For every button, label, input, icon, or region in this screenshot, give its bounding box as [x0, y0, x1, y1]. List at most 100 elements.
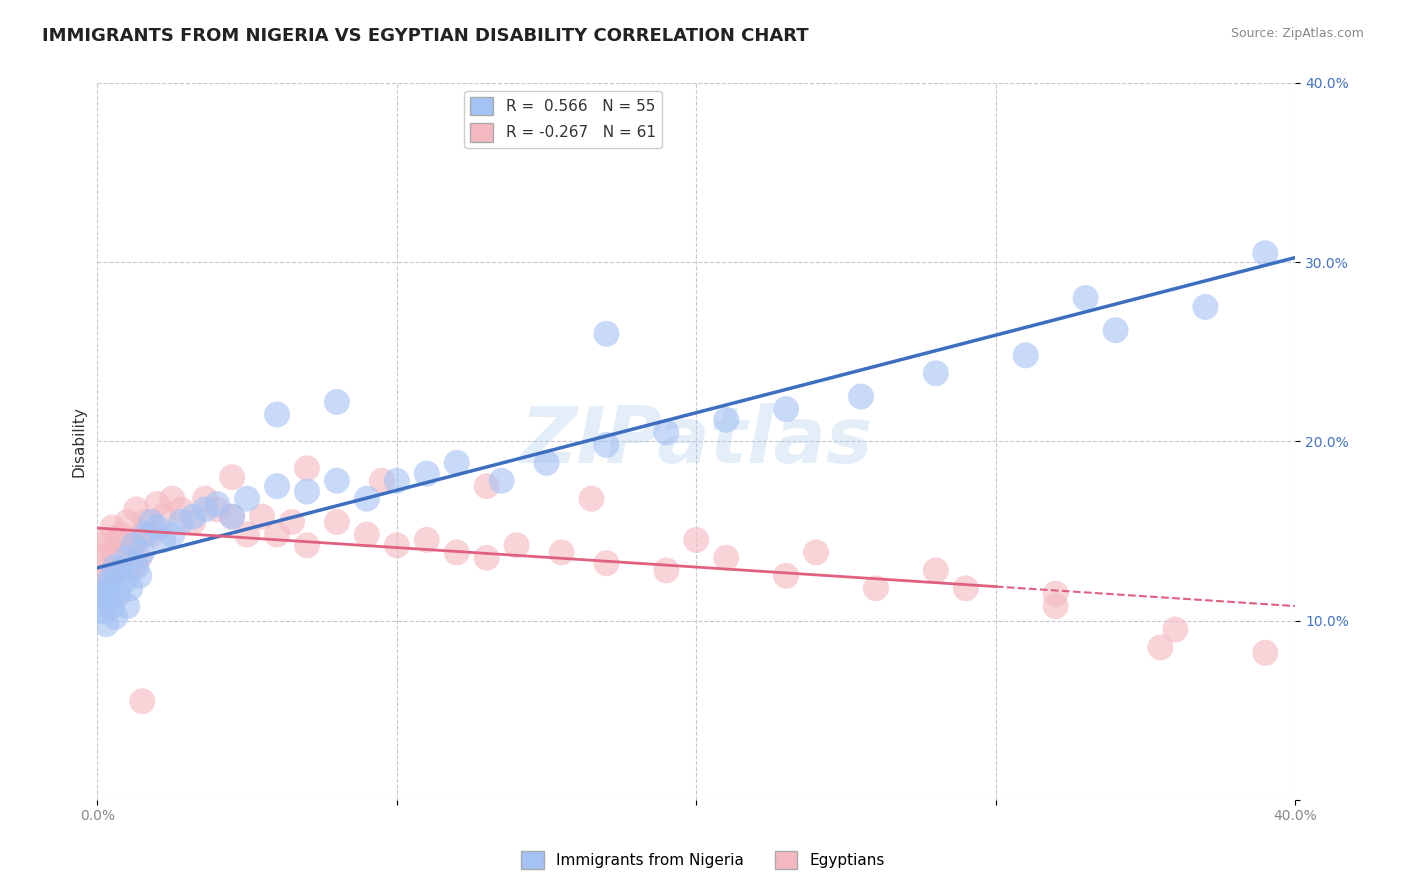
Point	[1254, 246, 1277, 260]
Point	[101, 545, 124, 559]
Point	[89, 596, 111, 610]
Point	[1254, 646, 1277, 660]
Point	[1104, 323, 1126, 337]
Point	[110, 563, 132, 577]
Point	[117, 599, 139, 614]
Point	[475, 479, 498, 493]
Point	[181, 515, 204, 529]
Point	[326, 395, 349, 409]
Point	[152, 509, 174, 524]
Point	[236, 491, 259, 506]
Point	[104, 563, 127, 577]
Point	[131, 527, 153, 541]
Point	[266, 408, 288, 422]
Point	[96, 617, 118, 632]
Point	[716, 413, 738, 427]
Point	[595, 326, 617, 341]
Point	[685, 533, 707, 547]
Point	[205, 502, 228, 516]
Point	[112, 574, 135, 588]
Point	[281, 515, 304, 529]
Point	[194, 491, 217, 506]
Point	[91, 605, 114, 619]
Point	[595, 438, 617, 452]
Point	[101, 568, 124, 582]
Point	[134, 515, 156, 529]
Point	[581, 491, 603, 506]
Point	[804, 545, 827, 559]
Point	[385, 474, 408, 488]
Point	[356, 491, 378, 506]
Point	[925, 563, 948, 577]
Point	[295, 484, 318, 499]
Point	[221, 509, 243, 524]
Point	[1164, 623, 1187, 637]
Point	[125, 559, 148, 574]
Point	[266, 479, 288, 493]
Point	[295, 461, 318, 475]
Point	[446, 545, 468, 559]
Point	[128, 568, 150, 582]
Point	[91, 563, 114, 577]
Point	[221, 470, 243, 484]
Point	[925, 366, 948, 380]
Point	[134, 527, 156, 541]
Point	[655, 425, 678, 440]
Point	[849, 390, 872, 404]
Point	[125, 502, 148, 516]
Point	[120, 582, 142, 596]
Point	[550, 545, 572, 559]
Point	[221, 509, 243, 524]
Text: Source: ZipAtlas.com: Source: ZipAtlas.com	[1230, 27, 1364, 40]
Text: IMMIGRANTS FROM NIGERIA VS EGYPTIAN DISABILITY CORRELATION CHART: IMMIGRANTS FROM NIGERIA VS EGYPTIAN DISA…	[42, 27, 808, 45]
Point	[101, 520, 124, 534]
Point	[716, 550, 738, 565]
Point	[152, 533, 174, 547]
Point	[104, 559, 127, 574]
Point	[205, 497, 228, 511]
Point	[120, 563, 142, 577]
Point	[236, 527, 259, 541]
Point	[194, 502, 217, 516]
Point	[250, 509, 273, 524]
Point	[655, 563, 678, 577]
Point	[89, 550, 111, 565]
Point	[170, 515, 193, 529]
Point	[955, 582, 977, 596]
Point	[96, 582, 118, 596]
Point	[160, 527, 183, 541]
Point	[356, 527, 378, 541]
Point	[475, 550, 498, 565]
Point	[595, 556, 617, 570]
Point	[385, 538, 408, 552]
Legend: Immigrants from Nigeria, Egyptians: Immigrants from Nigeria, Egyptians	[515, 845, 891, 875]
Point	[775, 402, 797, 417]
Y-axis label: Disability: Disability	[72, 406, 86, 477]
Point	[146, 520, 169, 534]
Point	[110, 527, 132, 541]
Point	[505, 538, 527, 552]
Point	[131, 694, 153, 708]
Point	[170, 502, 193, 516]
Point	[131, 545, 153, 559]
Point	[416, 467, 439, 481]
Point	[122, 538, 145, 552]
Point	[141, 515, 163, 529]
Point	[1149, 640, 1171, 655]
Point	[98, 568, 121, 582]
Point	[181, 509, 204, 524]
Point	[1045, 599, 1067, 614]
Point	[98, 592, 121, 607]
Point	[117, 550, 139, 565]
Point	[91, 538, 114, 552]
Point	[107, 587, 129, 601]
Point	[865, 582, 887, 596]
Point	[1074, 291, 1097, 305]
Point	[96, 533, 118, 547]
Point	[104, 610, 127, 624]
Legend: R =  0.566   N = 55, R = -0.267   N = 61: R = 0.566 N = 55, R = -0.267 N = 61	[464, 91, 662, 148]
Point	[1194, 300, 1216, 314]
Point	[141, 527, 163, 541]
Point	[491, 474, 513, 488]
Point	[107, 533, 129, 547]
